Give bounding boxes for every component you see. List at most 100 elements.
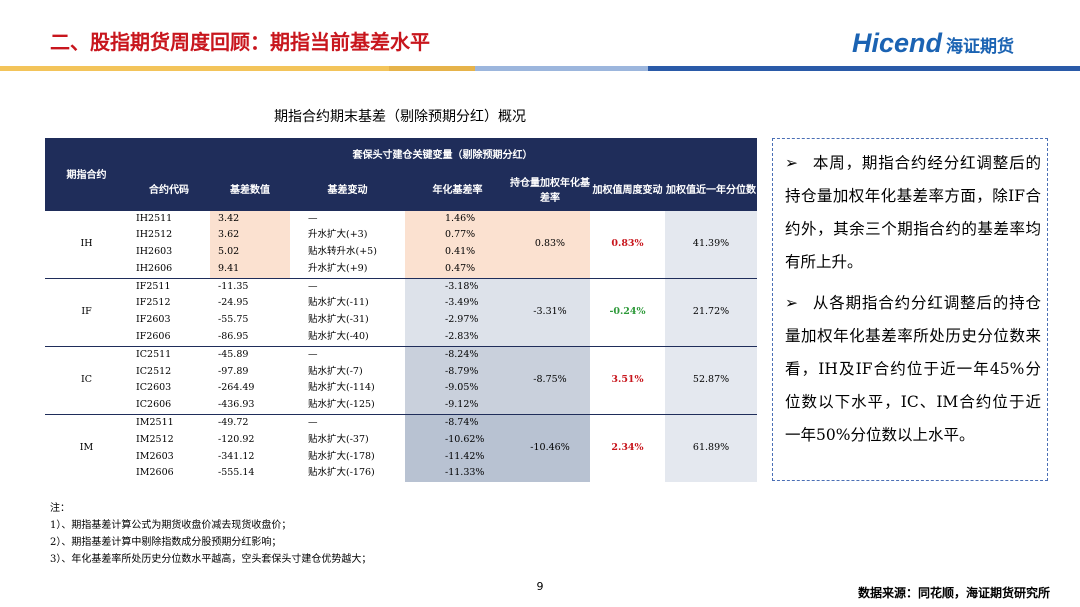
basis-change: 贴水扩大(-7) [308, 365, 363, 377]
basis-change: — [290, 345, 405, 364]
table-row: IF2606 -86.95 贴水扩大(-40) -2.83% [45, 329, 757, 347]
note-line: 注： [50, 503, 70, 514]
table-row: IH2603 5.02 贴水转升水(+5) 0.41% [45, 244, 757, 261]
annual-rate: -3.49% [405, 295, 510, 313]
table-row: IH IH2511 3.42—1.46% 0.83% 0.83% 41.39% [45, 209, 758, 279]
weekly-change: 3.51% [590, 345, 665, 415]
column-header: 持仓量加权年化基差率 [510, 168, 590, 210]
bullet: ➢ [785, 294, 798, 312]
basis-change: 贴水扩大(-114) [308, 382, 375, 394]
table-row: IM2603 -341.12 贴水扩大(-178) -11.42% [45, 448, 757, 466]
annual-rate: -9.12% [405, 397, 510, 415]
basis-value: -11.35 [210, 277, 290, 296]
table-row: IH2512 3.62 升水扩大(+3) 0.77% [45, 227, 757, 245]
note-line: 3）、年化基差率所处历史分位数水平越高，空头套保头寸建仓优势越大； [50, 554, 372, 565]
annual-rate: -11.42% [405, 448, 510, 466]
weekly-change: 2.34% [590, 414, 665, 483]
table-row: IC2603 -264.49 贴水扩大(-114) -9.05% [45, 380, 757, 398]
contract-code: IH2512 [136, 229, 173, 241]
bullet: ➢ [785, 154, 798, 172]
contract-code: IC2511 [128, 345, 210, 364]
basis-change: 升水扩大(+3) [308, 229, 368, 241]
percentile: 52.87% [665, 345, 758, 415]
basis-change: 贴水扩大(-37) [308, 433, 369, 445]
weighted-rate: -8.75% [510, 345, 590, 415]
basis-table: 期指合约 套保头寸建仓关键变量（剔除预期分红） 合约代码 基差数值 基差变动 年化基差率… [45, 138, 758, 483]
basis-change: 贴水扩大(-31) [308, 314, 369, 326]
basis-value: -86.95 [210, 329, 290, 347]
percentile: 41.39% [665, 209, 758, 279]
annual-rate: -10.62% [405, 431, 510, 449]
percentile: 61.89% [665, 414, 758, 483]
annual-rate: -11.33% [405, 465, 510, 483]
basis-value: -49.72 [210, 414, 290, 432]
commentary-item: ➢ 从各期指合约分红调整后的持仓量加权年化基差率所处历史分位数来看，IH及IF合约… [785, 287, 1041, 452]
table-row: IM IM2511 -49.72— -8.74% -10.46% 2.34% 61.89% [45, 414, 758, 483]
column-header: 加权值周度变动 [590, 168, 665, 210]
commentary-text: 从各期指合约分红调整后的持仓量加权年化基差率所处历史分位数来看，IH及IF合约位… [785, 294, 1041, 444]
notes: 注： 1）、期指基差计算公式为期货收盘价减去现货收盘价； 2）、期指基差计算中剔除指… [50, 500, 371, 568]
commentary-box: ➢ 本周，期指合约经分红调整后的持仓量加权年化基差率方面，除IF合约外，其余三个期… [772, 138, 1048, 481]
contract-code: IH2603 [136, 246, 173, 258]
page-number: 9 [536, 580, 544, 593]
basis-value: 3.42 [210, 209, 290, 228]
basis-change: 升水扩大(+9) [308, 262, 368, 274]
group-name: IH [45, 209, 128, 279]
weekly-change: -0.24% [590, 277, 665, 347]
source: 数据来源：同花顺，海证期货研究所 [857, 586, 1050, 600]
annual-rate: -8.79% [405, 363, 510, 381]
group-header: 期指合约 [45, 138, 128, 210]
basis-value: -436.93 [210, 397, 290, 415]
basis-change: 贴水扩大(-125) [308, 399, 375, 411]
table-row: IH2606 9.41 升水扩大(+9) 0.47% [45, 260, 757, 279]
annual-rate: 0.41% [405, 244, 510, 261]
contract-code: IM2603 [136, 450, 174, 462]
weighted-rate: -3.31% [510, 277, 590, 347]
basis-change: — [290, 277, 405, 296]
basis-change: 贴水扩大(-176) [308, 467, 375, 479]
table-row: IF2512 -24.95 贴水扩大(-11) -3.49% [45, 295, 757, 313]
column-header: 加权值近一年分位数 [665, 168, 758, 210]
table-row: IC IC2511 -45.89— -8.24% -8.75% 3.51% 52.87% [45, 345, 758, 415]
contract-code: IC2512 [136, 365, 172, 377]
contract-code: IF2603 [136, 314, 171, 326]
basis-value: -24.95 [210, 295, 290, 313]
group-name: IC [45, 345, 128, 415]
annual-rate: 0.47% [405, 260, 510, 279]
basis-value: 3.62 [210, 227, 290, 245]
basis-value: 5.02 [210, 244, 290, 261]
table-row: IM2512 -120.92 贴水扩大(-37) -10.62% [45, 431, 757, 449]
basis-value: -264.49 [210, 380, 290, 398]
basis-value: -97.89 [210, 363, 290, 381]
logo-en: Hicend [852, 28, 943, 58]
annual-rate: 1.46% [405, 209, 510, 228]
annual-rate: -2.97% [405, 312, 510, 330]
table-row: IC2512 -97.89 贴水扩大(-7) -8.79% [45, 363, 757, 381]
span-header: 套保头寸建仓关键变量（剔除预期分红） [128, 138, 758, 168]
logo-cn: 海证期货 [946, 37, 1015, 56]
basis-value: 9.41 [210, 260, 290, 279]
annual-rate: -2.83% [405, 329, 510, 347]
annual-rate: -8.24% [405, 345, 510, 364]
basis-change: 贴水扩大(-178) [308, 450, 375, 462]
commentary-text: 本周，期指合约经分红调整后的持仓量加权年化基差率方面，除IF合约外，其余三个期指… [785, 154, 1041, 271]
table-row: IF2603 -55.75 贴水扩大(-31) -2.97% [45, 312, 757, 330]
column-header: 年化基差率 [405, 168, 510, 210]
annual-rate: -8.74% [405, 414, 510, 432]
basis-change: 贴水扩大(-40) [308, 331, 369, 343]
percentile: 21.72% [665, 277, 758, 347]
basis-value: -120.92 [210, 431, 290, 449]
table-row: IM2606 -555.14 贴水扩大(-176) -11.33% [45, 465, 757, 483]
contract-code: IM2511 [128, 414, 210, 432]
basis-value: -45.89 [210, 345, 290, 364]
basis-change: 贴水转升水(+5) [308, 246, 377, 258]
weighted-rate: -10.46% [510, 414, 590, 483]
column-header: 基差数值 [210, 168, 290, 210]
basis-value: -341.12 [210, 448, 290, 466]
basis-change: 贴水扩大(-11) [308, 297, 369, 309]
basis-change: — [290, 209, 405, 228]
table-row: IF IF2511 -11.35— -3.18% -3.31% -0.24% 21.72% [45, 277, 758, 347]
annual-rate: -3.18% [405, 277, 510, 296]
slide-title: 二、股指期货周度回顾：期指当前基差水平 [50, 30, 430, 54]
